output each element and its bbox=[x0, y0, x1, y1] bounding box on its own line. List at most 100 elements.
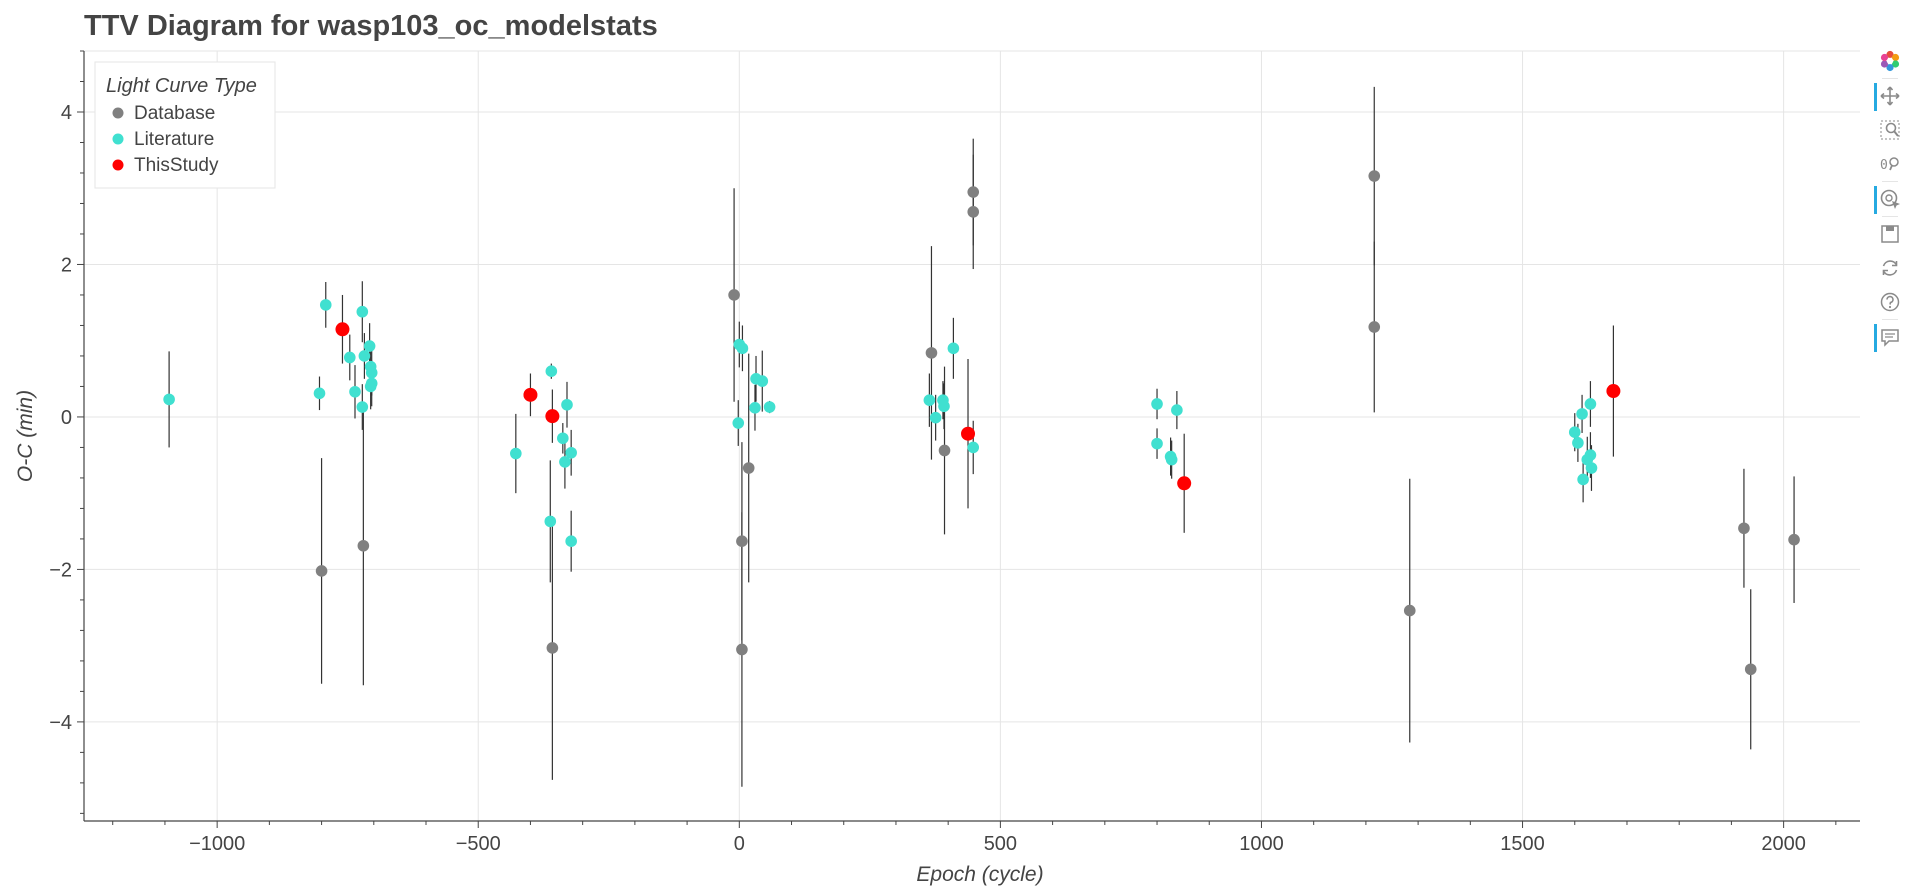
point-literature[interactable] bbox=[565, 446, 577, 459]
point-database[interactable] bbox=[1744, 663, 1757, 676]
point-literature[interactable] bbox=[763, 401, 776, 413]
point-literature[interactable] bbox=[544, 515, 557, 528]
point-literature[interactable] bbox=[929, 411, 942, 424]
save-tool-button[interactable] bbox=[1872, 217, 1908, 251]
point-database[interactable] bbox=[742, 462, 755, 474]
point-literature[interactable] bbox=[967, 441, 980, 454]
point-thisstudy[interactable] bbox=[545, 409, 560, 424]
point-literature[interactable] bbox=[1576, 408, 1588, 420]
point-literature[interactable] bbox=[1151, 437, 1163, 450]
point-database[interactable] bbox=[925, 347, 938, 359]
point-thisstudy[interactable] bbox=[335, 322, 350, 337]
axes: −1000 −500 0 500 1000 1500 2000 −4 −2 0 2 4 bbox=[49, 50, 1860, 855]
point-literature[interactable] bbox=[1584, 398, 1597, 410]
point-database[interactable] bbox=[967, 186, 980, 198]
toolbar-divider bbox=[1882, 216, 1898, 217]
point-literature[interactable] bbox=[163, 393, 175, 406]
point-literature[interactable] bbox=[736, 342, 749, 355]
point-literature[interactable] bbox=[559, 456, 571, 468]
point-database[interactable] bbox=[1788, 533, 1800, 546]
chart-title: TTV Diagram for wasp103_oc_modelstats bbox=[84, 10, 658, 42]
legend: Light Curve Type Database Literature Thi… bbox=[94, 61, 276, 189]
x-tick-label: −500 bbox=[456, 833, 501, 855]
point-database[interactable] bbox=[1403, 604, 1416, 617]
point-literature[interactable] bbox=[1165, 453, 1178, 466]
point-literature[interactable] bbox=[557, 432, 569, 445]
x-tick-label: 0 bbox=[734, 833, 745, 855]
point-database[interactable] bbox=[967, 206, 980, 218]
x-tick-label: 1500 bbox=[1500, 833, 1545, 855]
point-literature[interactable] bbox=[938, 400, 950, 413]
y-tick-label: −4 bbox=[49, 712, 72, 734]
point-literature[interactable] bbox=[749, 401, 761, 414]
point-database[interactable] bbox=[315, 565, 328, 577]
help-tool-button[interactable] bbox=[1872, 285, 1908, 319]
point-thisstudy[interactable] bbox=[1606, 384, 1621, 399]
bokeh-logo-icon[interactable] bbox=[1872, 44, 1908, 78]
toolbar-divider bbox=[1882, 78, 1898, 79]
point-database[interactable] bbox=[1738, 522, 1750, 535]
point-literature[interactable] bbox=[732, 417, 745, 429]
point-literature[interactable] bbox=[1584, 449, 1597, 461]
y-tick-label: 0 bbox=[61, 407, 72, 429]
point-literature[interactable] bbox=[1151, 398, 1163, 410]
toolbar: 0 bbox=[1872, 44, 1908, 354]
point-literature[interactable] bbox=[343, 351, 356, 364]
point-database[interactable] bbox=[546, 642, 559, 654]
point-literature[interactable] bbox=[356, 401, 369, 413]
point-database[interactable] bbox=[736, 643, 748, 656]
point-literature[interactable] bbox=[365, 366, 378, 379]
point-literature[interactable] bbox=[561, 398, 573, 411]
legend-title: Light Curve Type bbox=[106, 75, 257, 97]
reset-tool-button[interactable] bbox=[1872, 251, 1908, 285]
wheel-zoom-tool-button[interactable]: 0 bbox=[1872, 147, 1908, 181]
point-literature[interactable] bbox=[356, 305, 369, 318]
point-literature[interactable] bbox=[1572, 437, 1584, 449]
y-tick-label: −2 bbox=[49, 559, 72, 581]
point-database[interactable] bbox=[728, 289, 740, 301]
point-database[interactable] bbox=[1368, 321, 1381, 333]
point-database[interactable] bbox=[736, 535, 748, 548]
point-literature[interactable] bbox=[319, 299, 332, 311]
toolbar-divider bbox=[1882, 181, 1898, 182]
reset-icon bbox=[1882, 260, 1898, 276]
point-literature[interactable] bbox=[363, 340, 376, 352]
point-database[interactable] bbox=[357, 539, 370, 552]
x-tick-label: 2000 bbox=[1761, 833, 1806, 855]
point-literature[interactable] bbox=[349, 385, 361, 398]
plot-area[interactable]: −1000 −500 0 500 1000 1500 2000 −4 −2 0 2 4 Epoch (… bbox=[0, 0, 1860, 889]
legend-marker-database bbox=[112, 107, 124, 119]
point-literature[interactable] bbox=[510, 447, 522, 460]
point-literature[interactable] bbox=[364, 380, 377, 393]
point-literature[interactable] bbox=[947, 342, 960, 355]
box-zoom-icon bbox=[1880, 120, 1900, 140]
comment-tool-button[interactable] bbox=[1872, 320, 1908, 354]
point-thisstudy[interactable] bbox=[961, 426, 976, 441]
point-thisstudy[interactable] bbox=[523, 387, 538, 402]
point-literature[interactable] bbox=[1577, 473, 1589, 486]
point-literature[interactable] bbox=[1568, 426, 1581, 438]
point-database[interactable] bbox=[1368, 170, 1381, 182]
save-icon bbox=[1881, 225, 1899, 243]
point-database[interactable] bbox=[938, 444, 951, 457]
point-literature[interactable] bbox=[565, 535, 577, 548]
wheel-zoom-icon: 0 bbox=[1880, 157, 1899, 173]
point-literature[interactable] bbox=[358, 350, 371, 362]
x-tick-label: 500 bbox=[984, 833, 1017, 855]
point-literature[interactable] bbox=[545, 365, 558, 377]
hover-tool-button[interactable] bbox=[1872, 182, 1908, 216]
svg-text:0: 0 bbox=[1880, 158, 1888, 173]
y-tick-label: 2 bbox=[61, 254, 72, 276]
pan-tool-button[interactable] bbox=[1872, 79, 1908, 113]
point-literature[interactable] bbox=[1585, 462, 1598, 474]
hover-icon bbox=[1880, 189, 1900, 209]
point-literature[interactable] bbox=[313, 387, 326, 400]
legend-label-literature: Literature bbox=[134, 129, 214, 150]
legend-label-database: Database bbox=[134, 103, 215, 124]
point-literature[interactable] bbox=[756, 375, 769, 387]
point-literature[interactable] bbox=[923, 394, 936, 406]
toolbar-divider bbox=[1882, 319, 1898, 320]
point-thisstudy[interactable] bbox=[1177, 476, 1192, 491]
box-zoom-tool-button[interactable] bbox=[1872, 113, 1908, 147]
point-literature[interactable] bbox=[1171, 404, 1183, 416]
